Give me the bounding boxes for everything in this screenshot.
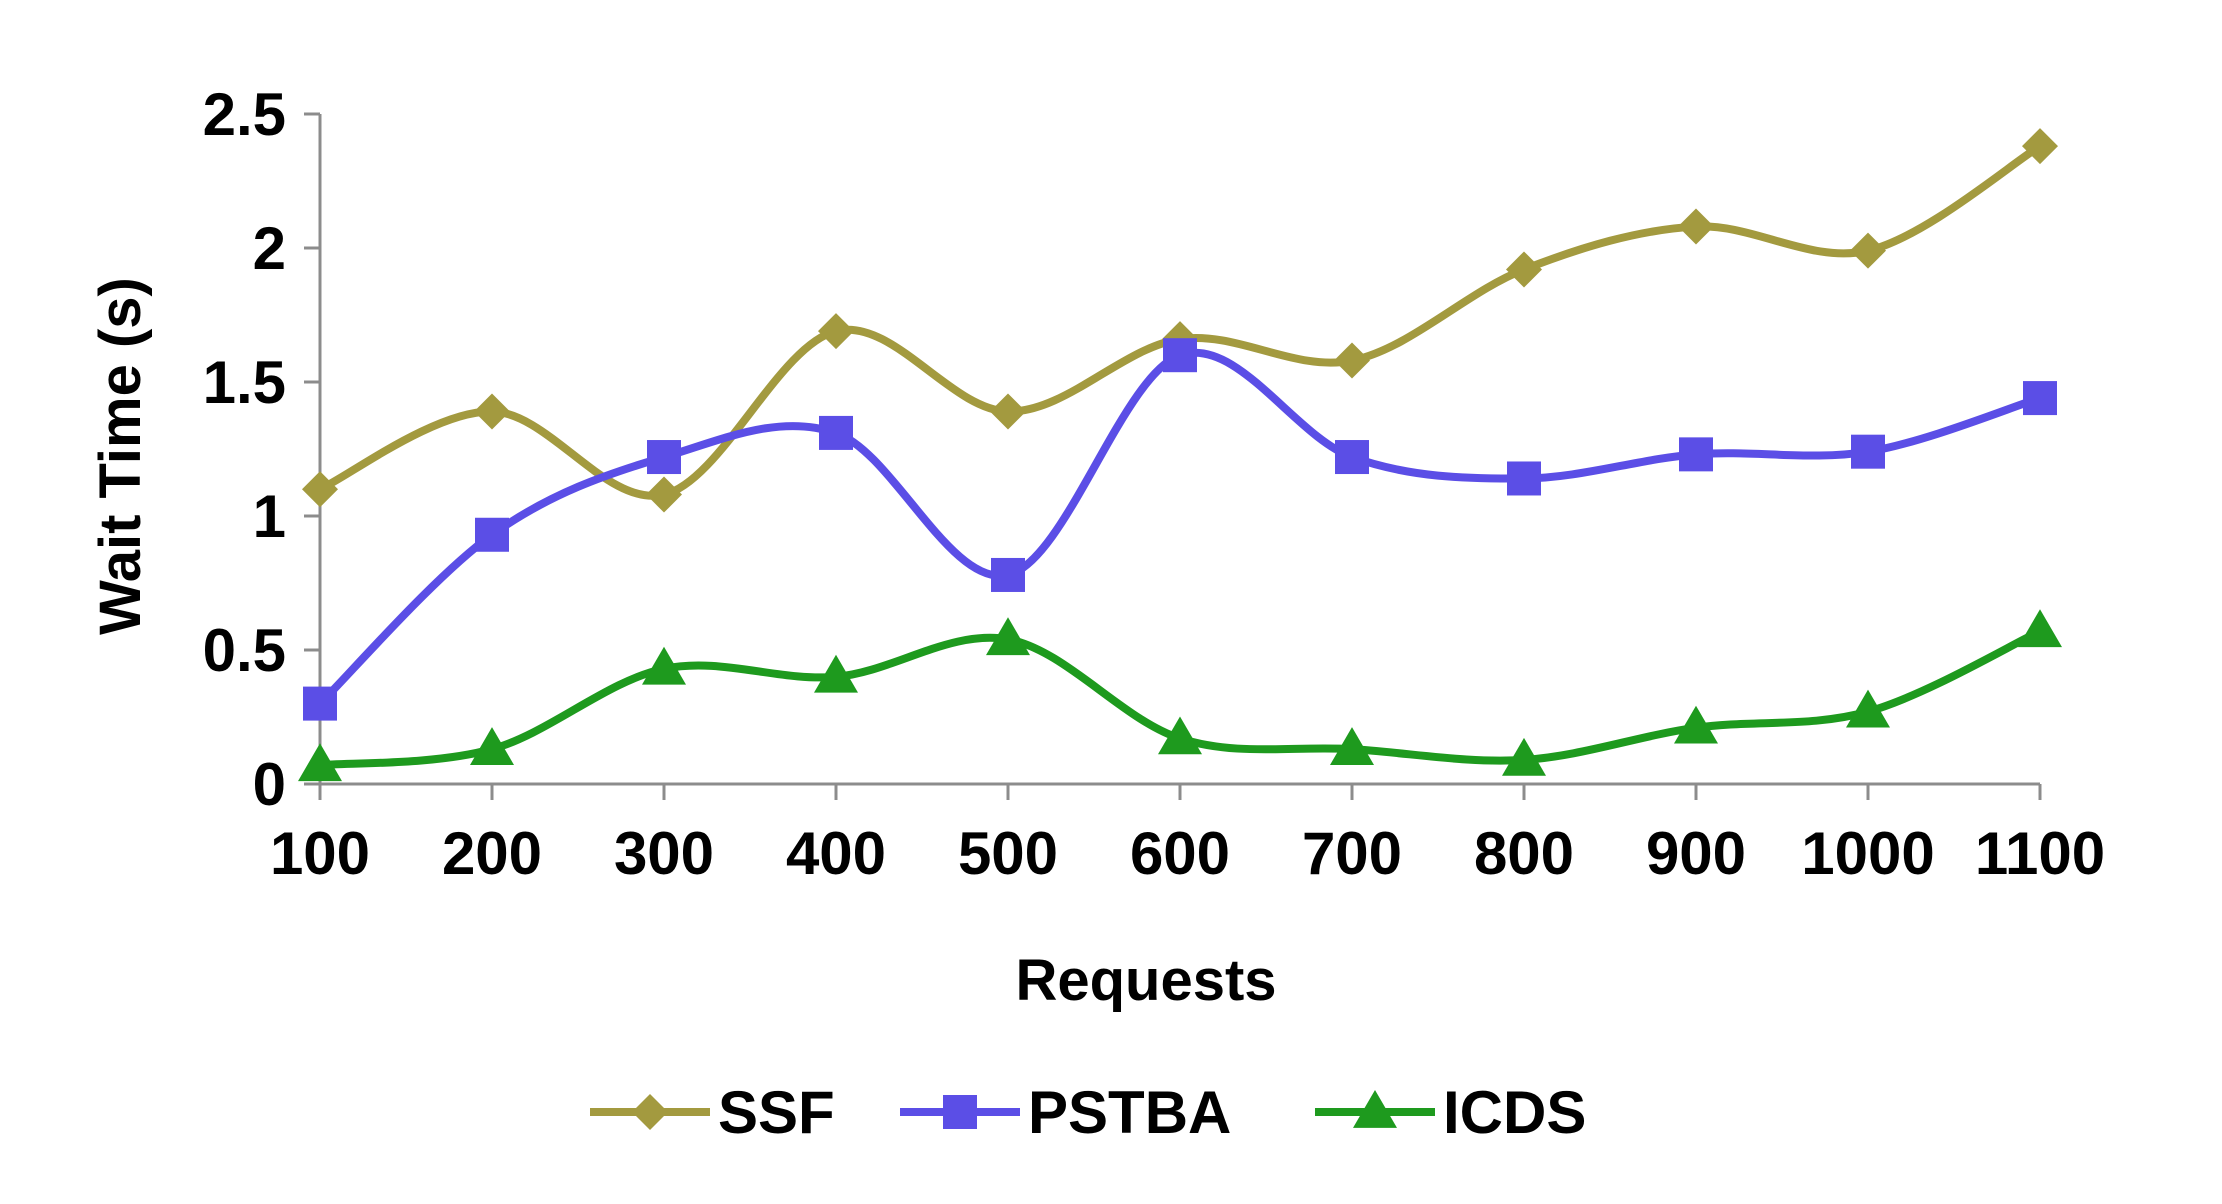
data-point-ssf [1506,251,1542,288]
data-point-icds [1674,705,1718,744]
data-point-ssf [474,393,510,430]
x-tick-label: 500 [958,820,1058,887]
data-point-pstba [991,557,1025,592]
legend-marker-pstba [943,1095,977,1129]
data-point-pstba [303,686,337,721]
data-point-ssf [646,476,682,513]
legend-marker-icds [1353,1090,1397,1128]
data-point-icds [1846,689,1890,728]
marker-group [298,128,2062,782]
data-point-icds [1502,737,1546,776]
legend-label-icds: ICDS [1443,1079,1586,1146]
x-tick-label: 900 [1646,820,1746,887]
legend-label-pstba: PSTBA [1028,1079,1231,1146]
axes: 0 0.5 1 1.5 2 2.5 100 200 300 400 500 600 700 800 900 1… [203,81,2106,887]
x-tick-label: 100 [270,820,370,887]
data-point-pstba [647,440,681,475]
data-point-icds [298,743,342,782]
y-tick-label: 2.5 [203,81,286,148]
legend-item-pstba: PSTBA [900,1079,1231,1146]
series-line-pstba [316,348,2044,708]
data-point-icds [986,617,1030,656]
data-point-ssf [1850,232,1886,269]
y-tick-label: 1 [253,483,286,550]
data-point-ssf [2022,128,2058,165]
y-tick-label: 2 [253,215,286,282]
data-point-ssf [1334,342,1370,379]
data-point-pstba [475,517,509,552]
x-tick-label: 1000 [1801,820,1934,887]
y-tick-label: 0 [253,751,286,818]
data-point-pstba [1507,461,1541,496]
data-point-ssf [818,313,854,350]
series-line-ssf [316,142,2044,500]
data-point-pstba [1335,440,1369,475]
legend-label-ssf: SSF [718,1079,835,1146]
data-point-icds [470,727,514,765]
x-tick-label: 1100 [1975,820,2105,887]
data-point-icds [1158,716,1202,755]
y-tick-label: 0.5 [203,617,286,684]
y-tick-label: 1.5 [203,349,286,416]
legend-item-icds: ICDS [1315,1079,1586,1146]
x-tick-label: 200 [442,820,542,887]
x-tick-label: 600 [1130,820,1230,887]
x-tick-label: 300 [614,820,714,887]
legend-item-ssf: SSF [590,1079,835,1146]
x-axis-title: Requests [1015,948,1276,1013]
data-point-icds [642,646,686,685]
data-point-pstba [1679,437,1713,472]
data-point-pstba [2023,381,2057,416]
data-point-ssf [302,471,338,508]
data-point-pstba [1851,434,1885,469]
legend-marker-ssf [632,1094,668,1130]
data-point-icds [814,654,858,693]
data-point-pstba [1163,338,1197,373]
data-point-ssf [990,393,1026,430]
data-point-ssf [1678,208,1714,245]
x-tick-label: 700 [1302,820,1402,887]
data-point-icds [2018,609,2062,648]
data-point-pstba [819,415,853,450]
x-tick-label: 400 [786,820,886,887]
x-tick-label: 800 [1474,820,1574,887]
legend: SSF PSTBA ICDS [590,1079,1586,1146]
y-axis-title: Wait Time (s) [88,277,153,635]
series-group [316,142,2044,770]
data-point-icds [1330,727,1374,765]
